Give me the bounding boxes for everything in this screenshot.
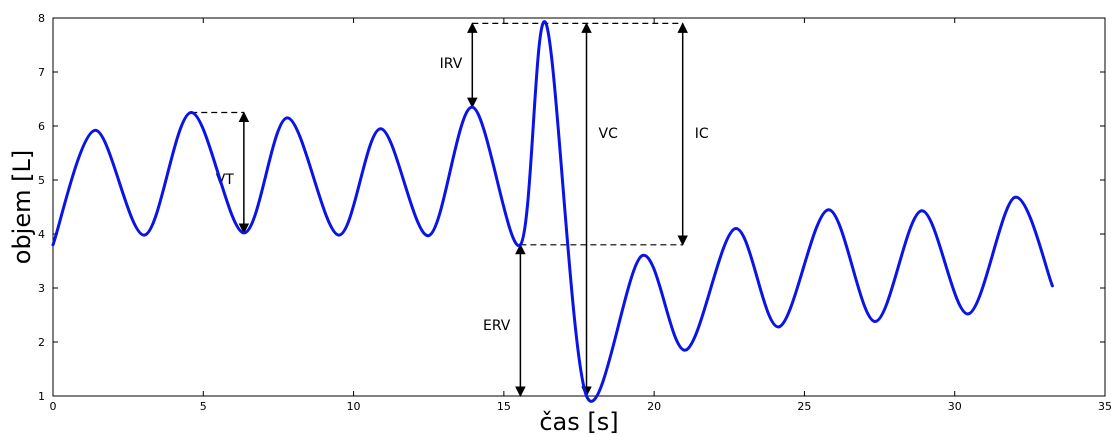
y-axis-label: objem [L] — [8, 150, 36, 264]
y-tick-label: 4 — [38, 228, 45, 241]
y-tick-label: 1 — [38, 390, 45, 403]
volume-series-line — [51, 20, 1054, 403]
x-axis-label: čas [s] — [539, 408, 618, 435]
erv-label: ERV — [483, 318, 511, 334]
x-tick-label: 10 — [347, 400, 361, 413]
y-tick-label: 6 — [38, 120, 45, 133]
y-tick-label: 8 — [38, 12, 45, 25]
x-tick-label: 0 — [50, 400, 57, 413]
vc-label: VC — [599, 126, 619, 142]
x-tick-label: 15 — [497, 400, 511, 413]
x-tick-label: 30 — [948, 400, 962, 413]
x-tick-label: 35 — [1098, 400, 1111, 413]
y-tick-label: 2 — [38, 336, 45, 349]
x-tick-label: 20 — [647, 400, 661, 413]
y-tick-label: 5 — [38, 174, 45, 187]
ic-label: IC — [695, 126, 709, 142]
irv-label: IRV — [440, 56, 463, 72]
plot-frame — [52, 17, 1106, 397]
x-tick-label: 25 — [797, 400, 811, 413]
x-tick-label: 5 — [200, 400, 207, 413]
y-tick-label: 3 — [38, 282, 45, 295]
y-tick-label: 7 — [38, 66, 45, 79]
